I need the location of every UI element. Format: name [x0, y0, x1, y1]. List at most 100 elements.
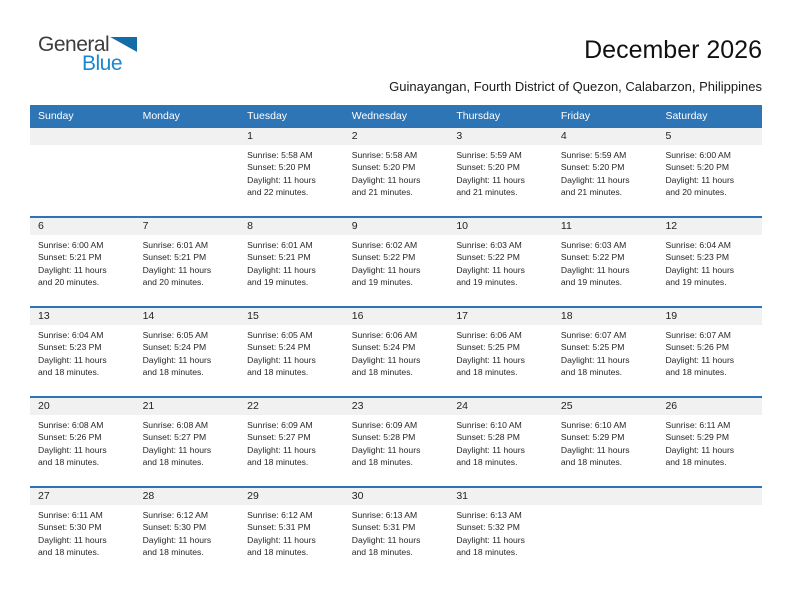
sunrise-text: Sunrise: 6:03 AM — [560, 240, 627, 250]
sunset-text: Sunset: 5:29 PM — [665, 432, 730, 443]
sunset-text: Sunset: 5:23 PM — [38, 342, 102, 353]
daylight-text: Daylight: 11 hours — [38, 354, 107, 365]
logo-text-blue: Blue — [82, 52, 123, 75]
sunset-text: Sunset: 5:22 PM — [456, 252, 520, 263]
day-number: 2 — [343, 128, 449, 145]
day-number: 10 — [448, 218, 553, 235]
week-row: 6 Sunrise: 6:00 AM Sunset: 5:21 PM Daylight… — [30, 216, 763, 306]
sunrise-text: Sunrise: 6:11 AM — [38, 510, 103, 520]
day-cell: 4 Sunrise: 5:59 AM Sunset: 5:20 PM Daylight… — [552, 128, 658, 216]
day-number: 1 — [239, 128, 344, 145]
sunset-text: Sunset: 5:27 PM — [247, 432, 311, 443]
sunset-text: Sunset: 5:30 PM — [38, 522, 102, 533]
daylight-text: Daylight: 11 hours — [38, 444, 107, 455]
day-number — [657, 488, 763, 505]
daylight-text: Daylight: 11 hours — [665, 174, 735, 185]
daylight-text-2: and 18 minutes. — [560, 367, 623, 378]
sunrise-text: Sunrise: 6:04 AM — [665, 240, 731, 250]
day-cell: 28 Sunrise: 6:12 AM Sunset: 5:30 PM Dayligh… — [134, 488, 240, 576]
daylight-text: Daylight: 11 hours — [456, 354, 525, 365]
sunset-text: Sunset: 5:26 PM — [38, 432, 102, 443]
sunrise-text: Sunrise: 5:58 AM — [247, 150, 313, 160]
sunset-text: Sunset: 5:24 PM — [247, 342, 311, 353]
daylight-text: Daylight: 11 hours — [560, 444, 630, 455]
sunrise-text: Sunrise: 6:05 AM — [247, 330, 313, 340]
day-number: 7 — [134, 218, 240, 235]
daylight-text-2: and 19 minutes. — [351, 277, 413, 288]
weekday-header: Wednesday — [351, 109, 407, 122]
sunset-text: Sunset: 5:20 PM — [351, 162, 416, 173]
daylight-text-2: and 18 minutes. — [247, 547, 309, 558]
day-number: 15 — [239, 308, 344, 325]
day-cell: 7 Sunrise: 6:01 AM Sunset: 5:21 PM Daylight… — [134, 218, 240, 306]
daylight-text: Daylight: 11 hours — [351, 444, 421, 455]
day-cell: 12 Sunrise: 6:04 AM Sunset: 5:23 PM Dayligh… — [657, 218, 763, 306]
daylight-text-2: and 19 minutes. — [247, 277, 309, 288]
sunset-text: Sunset: 5:20 PM — [247, 162, 311, 173]
daylight-text-2: and 18 minutes. — [456, 457, 518, 468]
sunrise-text: Sunrise: 6:09 AM — [247, 420, 313, 430]
day-number: 21 — [134, 398, 240, 415]
daylight-text-2: and 18 minutes. — [38, 457, 100, 468]
page-subtitle: Guinayangan, Fourth District of Quezon, … — [389, 79, 762, 94]
daylight-text-2: and 20 minutes. — [665, 187, 727, 198]
daylight-text: Daylight: 11 hours — [560, 174, 630, 185]
daylight-text: Daylight: 11 hours — [38, 264, 107, 275]
weekday-header: Monday — [142, 109, 180, 122]
day-cell: 13 Sunrise: 6:04 AM Sunset: 5:23 PM Dayligh… — [30, 308, 135, 396]
sunset-text: Sunset: 5:30 PM — [142, 522, 207, 533]
day-number: 29 — [239, 488, 344, 505]
empty-cell — [657, 488, 763, 576]
day-cell: 29 Sunrise: 6:12 AM Sunset: 5:31 PM Dayligh… — [239, 488, 344, 576]
day-cell: 15 Sunrise: 6:05 AM Sunset: 5:24 PM Dayligh… — [239, 308, 344, 396]
daylight-text: Daylight: 11 hours — [456, 444, 525, 455]
day-number — [30, 128, 135, 145]
empty-cell — [552, 488, 658, 576]
calendar-grid: Sunday Monday Tuesday Wednesday Thursday Frid… — [30, 105, 763, 576]
sunrise-text: Sunrise: 5:58 AM — [351, 150, 418, 160]
daylight-text: Daylight: 11 hours — [38, 534, 107, 545]
sunrise-text: Sunrise: 6:10 AM — [560, 420, 627, 430]
logo-text-general: General — [38, 33, 110, 56]
sunrise-text: Sunrise: 6:07 AM — [665, 330, 731, 340]
daylight-text: Daylight: 11 hours — [560, 354, 630, 365]
sunset-text: Sunset: 5:31 PM — [247, 522, 311, 533]
daylight-text-2: and 21 minutes. — [560, 187, 623, 198]
day-cell: 9 Sunrise: 6:02 AM Sunset: 5:22 PM Daylight… — [343, 218, 449, 306]
sunrise-text: Sunrise: 6:10 AM — [456, 420, 522, 430]
day-number: 20 — [30, 398, 135, 415]
day-number: 25 — [552, 398, 658, 415]
sunset-text: Sunset: 5:32 PM — [456, 522, 520, 533]
day-cell: 20 Sunrise: 6:08 AM Sunset: 5:26 PM Dayligh… — [30, 398, 135, 486]
daylight-text: Daylight: 11 hours — [351, 354, 421, 365]
daylight-text-2: and 18 minutes. — [456, 367, 518, 378]
logo-triangle-icon — [110, 37, 138, 52]
sunrise-text: Sunrise: 6:09 AM — [351, 420, 418, 430]
sunrise-text: Sunrise: 6:03 AM — [456, 240, 522, 250]
sunset-text: Sunset: 5:31 PM — [351, 522, 416, 533]
calendar-body: 1 Sunrise: 5:58 AM Sunset: 5:20 PM Daylight… — [30, 126, 763, 576]
daylight-text: Daylight: 11 hours — [142, 444, 212, 455]
day-number — [552, 488, 658, 505]
daylight-text: Daylight: 11 hours — [142, 534, 212, 545]
day-cell: 21 Sunrise: 6:08 AM Sunset: 5:27 PM Dayligh… — [134, 398, 240, 486]
weekday-header: Sunday — [38, 109, 74, 122]
daylight-text: Daylight: 11 hours — [142, 354, 212, 365]
sunset-text: Sunset: 5:22 PM — [351, 252, 416, 263]
daylight-text-2: and 18 minutes. — [142, 547, 204, 558]
sunset-text: Sunset: 5:29 PM — [560, 432, 625, 443]
day-cell: 1 Sunrise: 5:58 AM Sunset: 5:20 PM Daylight… — [239, 128, 344, 216]
sunset-text: Sunset: 5:24 PM — [351, 342, 416, 353]
sunset-text: Sunset: 5:28 PM — [351, 432, 416, 443]
daylight-text: Daylight: 11 hours — [560, 264, 630, 275]
sunrise-text: Sunrise: 6:08 AM — [38, 420, 104, 430]
daylight-text-2: and 18 minutes. — [247, 457, 309, 468]
weekday-header-row: Sunday Monday Tuesday Wednesday Thursday Frid… — [30, 105, 762, 126]
day-number: 6 — [30, 218, 135, 235]
daylight-text: Daylight: 11 hours — [247, 534, 316, 545]
day-number: 16 — [343, 308, 449, 325]
sunset-text: Sunset: 5:20 PM — [560, 162, 625, 173]
daylight-text-2: and 21 minutes. — [456, 187, 518, 198]
sunrise-text: Sunrise: 5:59 AM — [456, 150, 522, 160]
daylight-text: Daylight: 11 hours — [247, 174, 316, 185]
